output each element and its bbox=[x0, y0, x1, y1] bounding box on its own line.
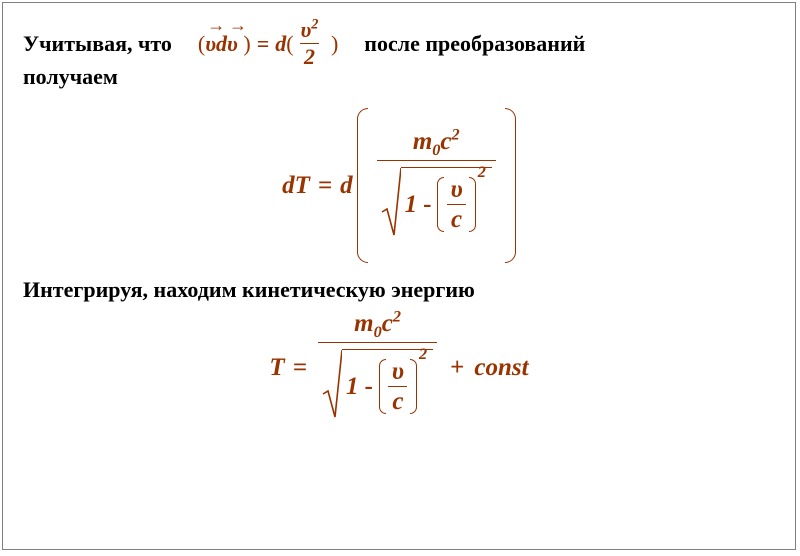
eq1: = bbox=[257, 31, 270, 57]
intro-text-b: после преобразований bbox=[364, 31, 585, 57]
minus: - bbox=[423, 192, 431, 217]
Tsp-r bbox=[410, 359, 417, 414]
sqrt1: 1 - υ c 2 bbox=[381, 167, 492, 237]
formula-dT: dT = d m0c2 1 - bbox=[23, 108, 775, 263]
bigparen-l bbox=[357, 108, 368, 263]
Tm-sub: 0 bbox=[374, 323, 382, 341]
Tone: 1 bbox=[346, 374, 359, 399]
Tminus: - bbox=[364, 374, 372, 399]
T-eq: = bbox=[293, 354, 307, 382]
dT-frac: m0c2 1 - υ bbox=[377, 108, 496, 263]
half-num: υ bbox=[301, 17, 312, 42]
lparen: ( bbox=[198, 31, 205, 57]
intro-line: Учитывая, что ( υ d υ ) = d ( υ2 2 ) пос… bbox=[23, 19, 775, 68]
intro-text-a: Учитывая, что bbox=[23, 31, 172, 57]
inline-formula: ( υ d υ ) = d ( υ2 2 ) bbox=[198, 19, 338, 68]
dT-rhs-d: d bbox=[340, 172, 353, 200]
dT-d: d bbox=[282, 172, 295, 200]
Tc-exp: 2 bbox=[393, 308, 401, 326]
inner-num: υ bbox=[446, 177, 466, 204]
mid-text: Интегрируя, находим кинетическую энергию bbox=[23, 277, 775, 303]
inner-den: c bbox=[447, 204, 466, 232]
rparen2: ) bbox=[325, 31, 338, 57]
c-exp: 2 bbox=[452, 126, 460, 144]
sqrt-icon bbox=[381, 167, 401, 237]
Tm: m bbox=[354, 310, 373, 337]
half-num-exp: 2 bbox=[311, 17, 318, 33]
half-den: 2 bbox=[300, 43, 319, 68]
d2: d bbox=[275, 31, 286, 57]
sqrt-icon bbox=[322, 349, 342, 419]
m: m bbox=[413, 128, 432, 155]
lparen2: ( bbox=[286, 31, 293, 57]
T-plus: + bbox=[450, 354, 464, 382]
bigparen-r bbox=[505, 108, 516, 263]
c: c bbox=[440, 128, 451, 155]
Tsp-l bbox=[379, 359, 386, 414]
T-frac: m0c2 1 - υ c bbox=[318, 311, 437, 424]
page-frame: Учитывая, что ( υ d υ ) = d ( υ2 2 ) пос… bbox=[2, 2, 796, 550]
Tinner-den: c bbox=[388, 386, 407, 414]
sp-r bbox=[469, 177, 476, 232]
sp-l bbox=[437, 177, 444, 232]
Tinner-num: υ bbox=[388, 359, 408, 386]
dT-eq: = bbox=[318, 172, 332, 200]
Tc: c bbox=[382, 310, 393, 337]
sqrt2: 1 - υ c 2 bbox=[322, 349, 433, 419]
intro-text-c: получаем bbox=[23, 64, 775, 90]
T-lhs: T bbox=[269, 354, 284, 382]
T-const: const bbox=[474, 354, 528, 382]
dT-T: T bbox=[295, 172, 310, 200]
vec-v1: υ bbox=[205, 31, 216, 57]
frac-half: υ2 2 bbox=[297, 19, 323, 68]
vec-v2: υ bbox=[227, 31, 238, 57]
one: 1 bbox=[405, 192, 418, 217]
formula-T: T = m0c2 1 - υ bbox=[23, 311, 775, 424]
